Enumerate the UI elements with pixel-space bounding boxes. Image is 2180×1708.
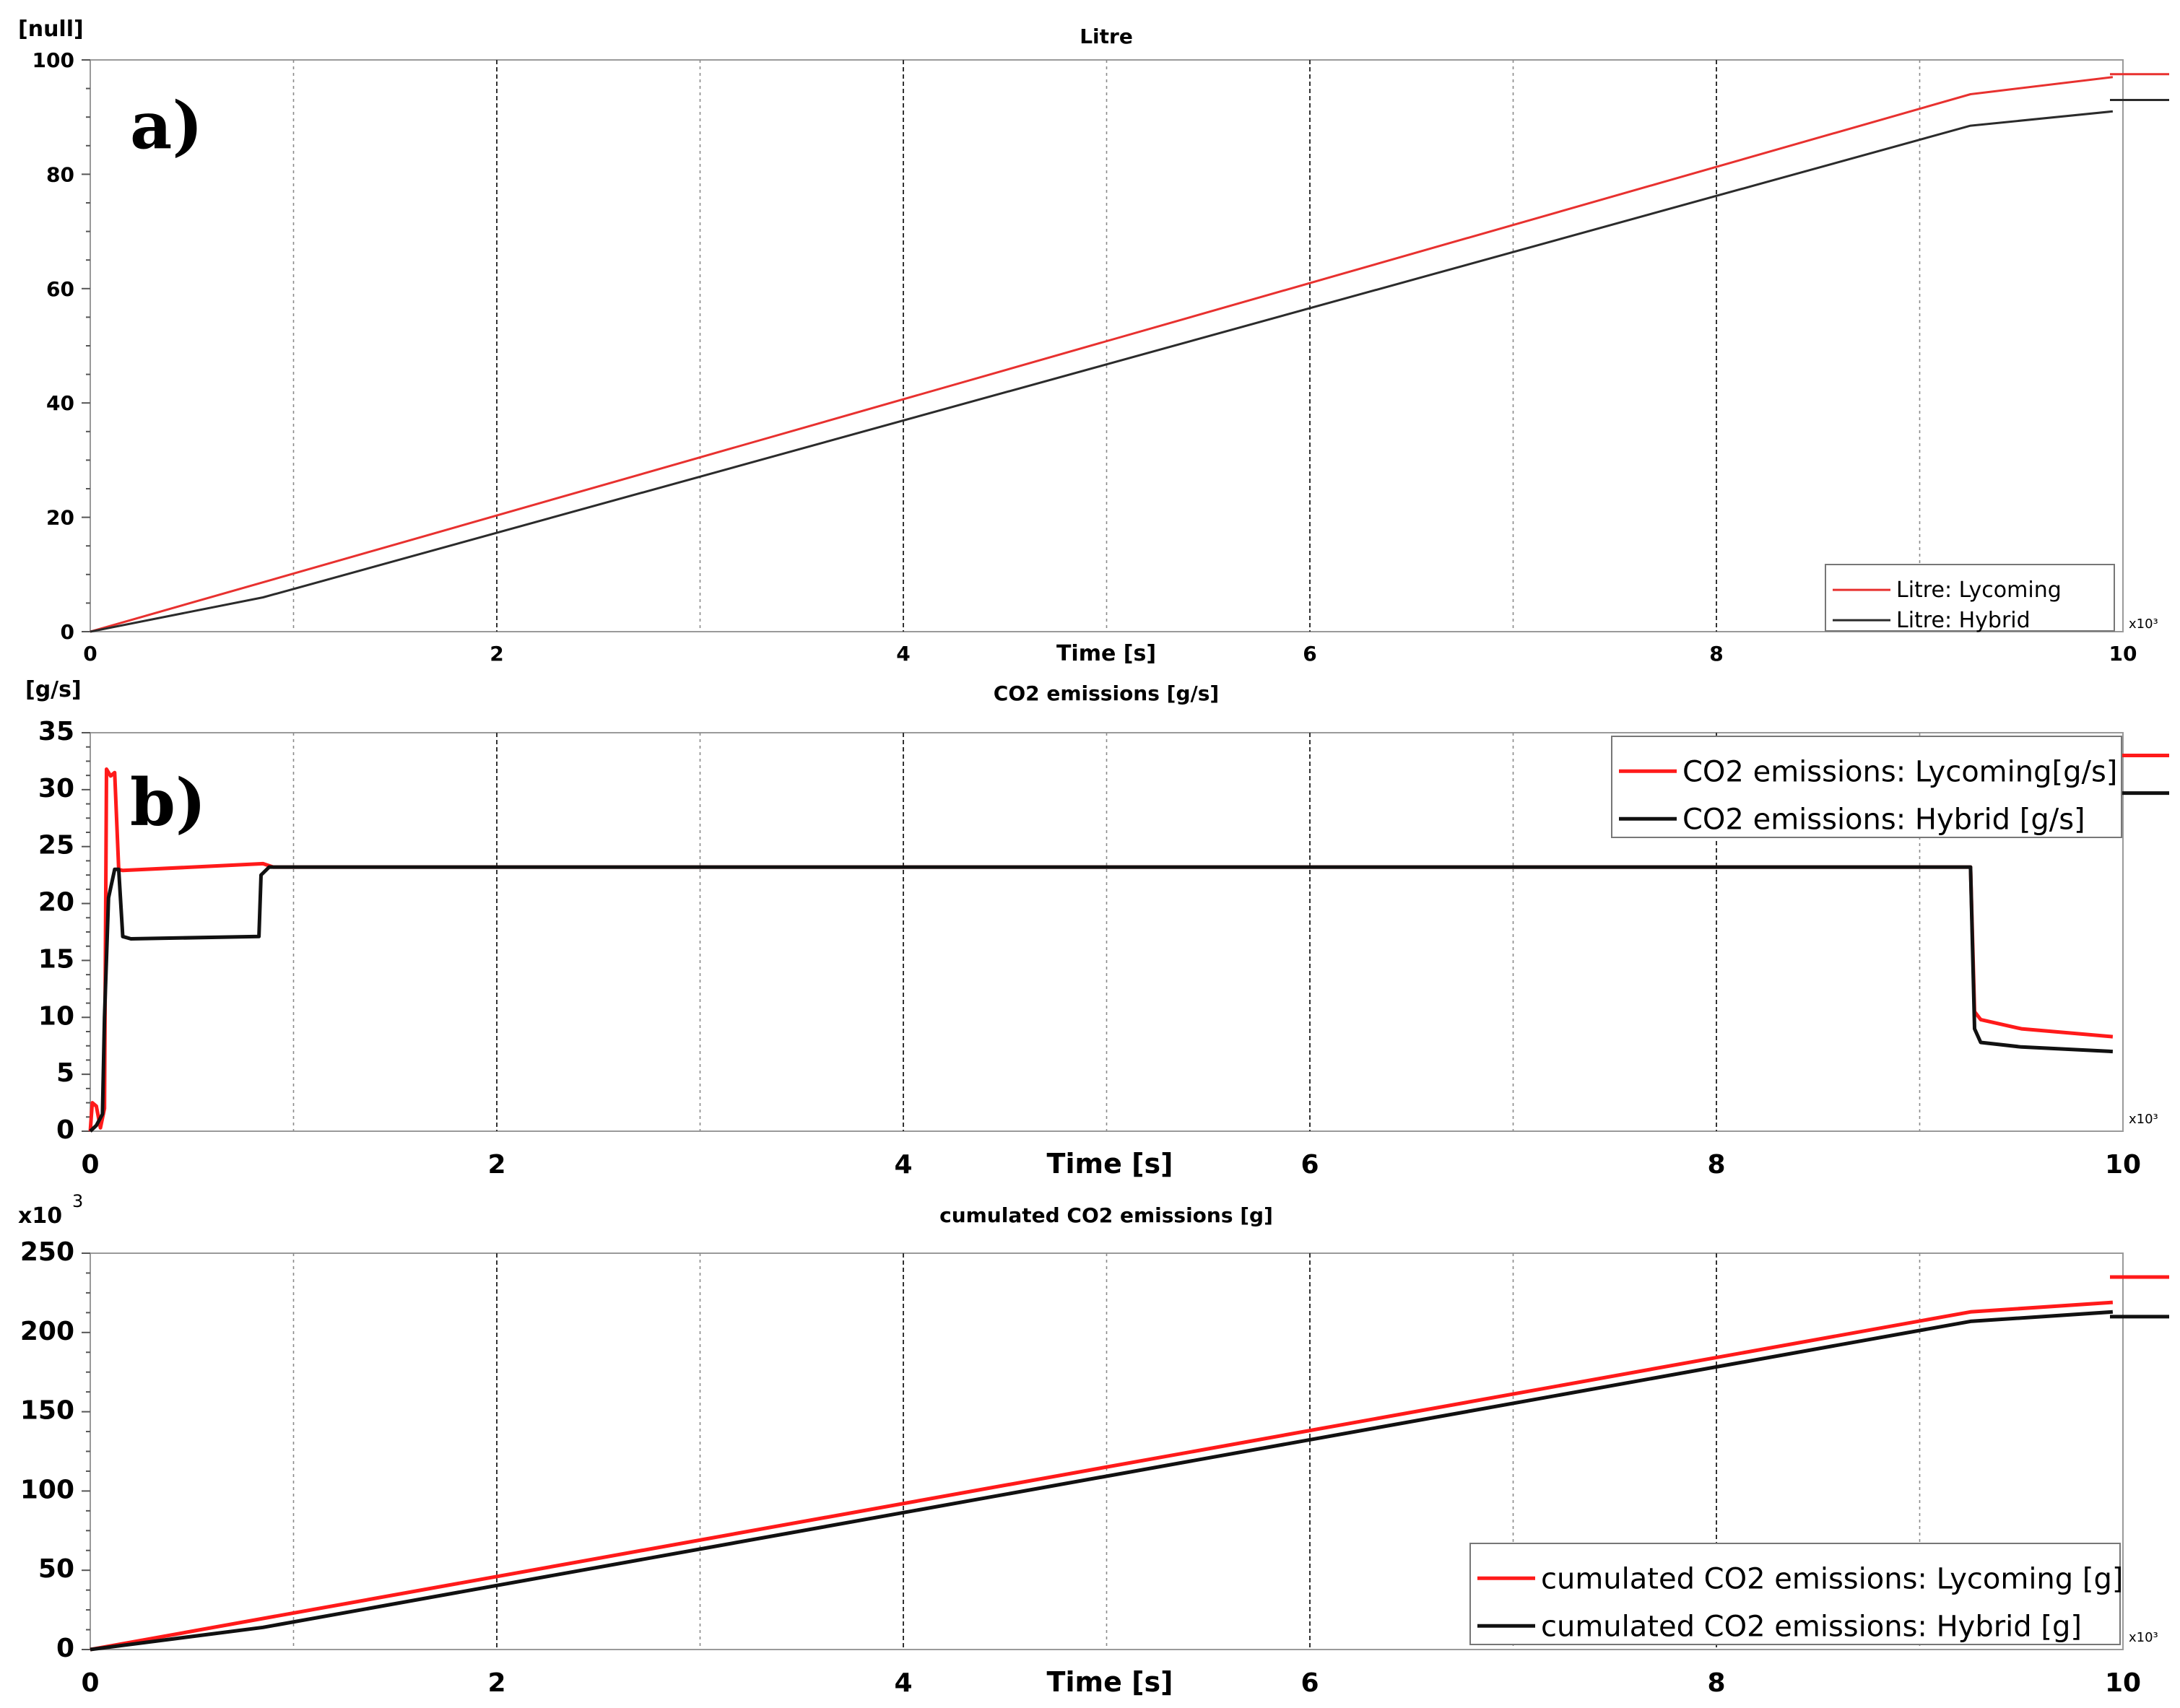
y-tick-label: 35 (38, 717, 74, 746)
y-tick-label: 80 (46, 162, 74, 186)
x-tick-label: 6 (1300, 1668, 1319, 1698)
legend-label: cumulated CO2 emissions: Hybrid [g] (1541, 1610, 2082, 1643)
legend-box (1469, 1543, 2121, 1645)
chart-panel-3: 0 50 100 150 200 250 0 2 4 6 8 10 Time [s] x10³ cumula… (18, 1191, 2169, 1698)
series-line-1 (90, 1300, 2114, 1652)
legend-label: Litre: Hybrid (1896, 608, 2031, 633)
x-tick-label: 8 (1709, 642, 1723, 666)
y-tick-label: 0 (56, 1634, 74, 1663)
x-tick-label: 0 (81, 1668, 99, 1698)
y-tick-label: 5 (56, 1058, 74, 1088)
y-tick-label: 100 (32, 48, 74, 72)
x-multiplier-label: x10³ (2129, 1630, 2158, 1645)
y-axis-label: x10 (18, 1203, 62, 1229)
x-tick-label: 8 (1707, 1150, 1725, 1180)
legend-label: Litre: Lycoming (1896, 578, 2062, 603)
y-tick-label: 250 (20, 1237, 74, 1267)
legend-box (1611, 736, 2122, 838)
x-tick-label: 4 (896, 642, 910, 666)
x-tick-label: 0 (81, 1150, 99, 1180)
x-tick-label: 4 (894, 1668, 912, 1698)
y-tick-label: 20 (38, 888, 74, 918)
x-tick-label: 2 (487, 1150, 505, 1180)
series-line-2 (89, 865, 2114, 1133)
chart-title: Litre (1080, 25, 1133, 48)
y-axis-label: [g/s] (25, 677, 82, 702)
chart-title: cumulated CO2 emissions [g] (939, 1203, 1273, 1227)
y-tick-label: 60 (46, 277, 74, 301)
chart-title: CO2 emissions [g/s] (994, 681, 1219, 705)
x-tick-label: 6 (1300, 1150, 1319, 1180)
y-tick-label: 20 (46, 506, 74, 530)
series-line-2 (90, 110, 2114, 633)
x-tick-label: 10 (2109, 642, 2137, 666)
x-multiplier-label: x10³ (2129, 1112, 2158, 1127)
x-multiplier-label: x10³ (2129, 616, 2158, 632)
y-tick-label: 40 (46, 391, 74, 415)
legend-label: cumulated CO2 emissions: Lycoming [g] (1541, 1562, 2123, 1595)
y-tick-label: 0 (61, 620, 74, 644)
x-axis-label: Time [s] (1047, 1148, 1173, 1180)
x-tick-label: 0 (83, 642, 97, 666)
y-tick-label: 150 (20, 1396, 74, 1426)
x-tick-label: 2 (487, 1668, 505, 1698)
y-tick-label: 15 (38, 944, 74, 974)
x-tick-label: 2 (490, 642, 503, 666)
x-axis-label: Time [s] (1047, 1666, 1173, 1698)
y-axis-label: [null] (18, 17, 84, 42)
legend-label: CO2 emissions: Lycoming[g/s] (1682, 755, 2117, 788)
panel-letter: b) (130, 764, 207, 841)
series-line-1 (90, 76, 2114, 633)
y-tick-label: 30 (38, 774, 74, 803)
panel-letter: a) (130, 87, 203, 164)
x-tick-label: 4 (894, 1150, 912, 1180)
legend-label: CO2 emissions: Hybrid [g/s] (1682, 803, 2085, 836)
y-axis-exponent: 3 (72, 1191, 83, 1211)
chart-panel-2: 0 5 10 15 20 25 30 35 0 2 4 6 8 10 Time [s] x10³ CO2 emi… (25, 677, 2169, 1180)
x-axis-label: Time [s] (1056, 641, 1156, 666)
x-tick-label: 8 (1707, 1668, 1725, 1698)
y-tick-label: 25 (38, 831, 74, 860)
chart-panel-1: 0 20 40 60 80 100 0 2 4 6 8 10 Time [s] x10³ Litre [nul… (18, 17, 2169, 666)
x-tick-label: 10 (2105, 1150, 2141, 1180)
y-tick-label: 50 (38, 1554, 74, 1584)
y-tick-label: 100 (20, 1475, 74, 1504)
y-tick-label: 10 (38, 1001, 74, 1031)
y-tick-label: 0 (56, 1115, 74, 1145)
x-tick-label: 6 (1303, 642, 1316, 666)
y-tick-label: 200 (20, 1317, 74, 1346)
series-line-2 (90, 1310, 2114, 1652)
x-tick-label: 10 (2105, 1668, 2141, 1698)
